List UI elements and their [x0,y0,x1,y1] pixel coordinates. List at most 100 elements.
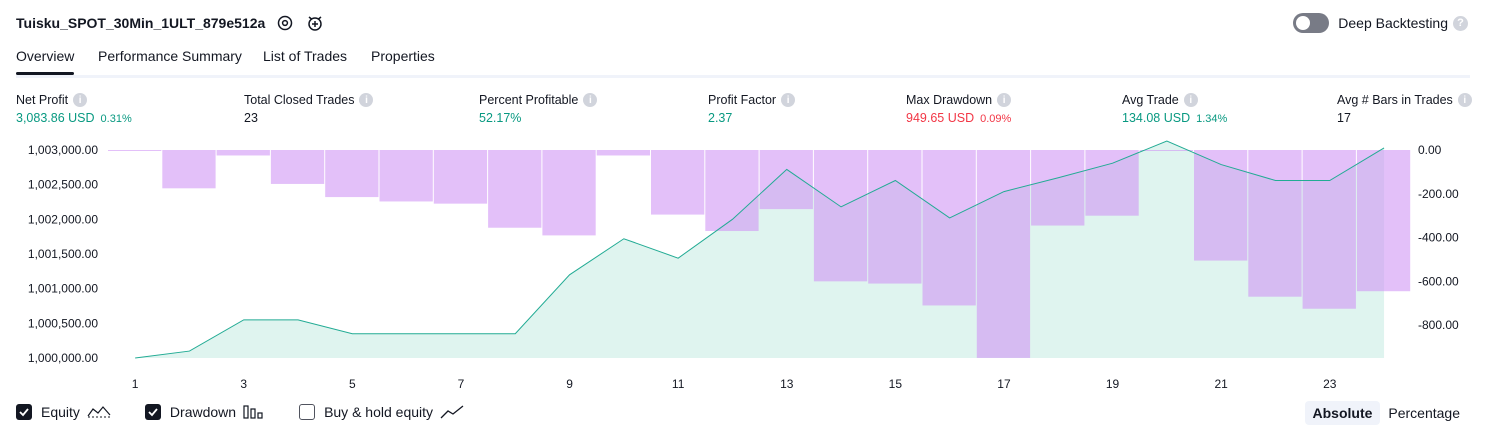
drawdown-bars-icon [243,404,265,420]
absolute-button[interactable]: Absolute [1304,401,1381,425]
legend-drawdown[interactable]: Drawdown [144,404,265,420]
drawdown-checkbox[interactable] [144,404,161,420]
drawdown-bar [542,150,596,236]
strategy-title: Tuisku_SPOT_30Min_1ULT_879e512a [16,15,266,31]
buyhold-line-icon [440,404,464,420]
left-axis-tick-label: 1,000,500.00 [28,316,98,330]
chart-legend: Equity Drawdown Buy & hold equity [16,404,498,420]
drawdown-bar [759,150,813,210]
drawdown-bar [108,150,162,151]
info-icon[interactable]: i [359,93,374,107]
deep-backtesting-control: Deep Backtesting ? [1293,13,1468,33]
right-axis-tick-label: -400.00 [1418,231,1459,245]
drawdown-bar [922,150,976,306]
drawdown-bar [813,150,868,282]
deep-backtesting-label: Deep Backtesting [1338,15,1448,31]
x-axis-tick-label: 15 [889,377,903,391]
metric-percent: 1.34% [1196,113,1228,125]
left-axis-tick-label: 1,001,500.00 [28,247,98,261]
metric-label: Max Drawdown [906,93,993,107]
x-axis-tick-label: 17 [997,377,1011,391]
x-axis-tick-label: 5 [349,377,356,391]
legend-equity[interactable]: Equity [16,404,111,420]
left-axis-tick-label: 1,001,000.00 [28,282,98,296]
drawdown-bar [488,150,542,228]
metric-total-closed-trades: Total Closed Trades i 23 [244,93,374,125]
metric-profit-factor: Profit Factor i 2.37 [708,93,796,125]
right-axis-tick-label: -600.00 [1418,274,1459,288]
drawdown-bar [1248,150,1302,297]
info-icon[interactable]: i [583,93,598,107]
metric-avg-trade: Avg Trade i 134.08 USD 1.34% [1122,93,1227,125]
equity-drawdown-chart: 1,003,000.00 1,002,500.00 1,002,000.00 1,00… [28,140,1459,391]
equity-line-icon [87,404,111,420]
drawdown-bar [1085,150,1139,216]
metric-max-drawdown: Max Drawdown i 949.65 USD 0.09% [906,93,1011,125]
drawdown-bar [976,150,1031,358]
x-axis-tick-label: 9 [566,377,573,391]
tab-performance-summary[interactable]: Performance Summary [98,48,242,64]
info-icon[interactable]: i [73,93,88,107]
deep-backtesting-toggle[interactable] [1293,13,1330,33]
legend-buy-hold-equity[interactable]: Buy & hold equity [299,404,464,420]
drawdown-bar [325,150,379,198]
drawdown-bar [1302,150,1356,309]
view-mode-toggle: Absolute Percentage [1304,401,1469,425]
metric-value: 23 [244,111,258,125]
metric-value: 134.08 USD [1122,111,1191,125]
metric-percent: 0.31% [100,113,132,125]
drawdown-bar [596,150,650,156]
metric-percent-profitable: Percent Profitable i 52.17% [479,93,598,125]
metric-value: 949.65 USD [906,111,975,125]
info-icon[interactable]: i [781,93,796,107]
drawdown-bar [705,150,759,232]
left-axis-tick-label: 1,000,000.00 [28,351,98,365]
info-icon[interactable]: i [997,93,1012,107]
right-axis-tick-label: -200.00 [1418,187,1459,201]
metric-percent: 0.09% [980,113,1012,125]
drawdown-bar [216,150,270,156]
equity-line [135,140,1385,359]
tab-list-of-trades[interactable]: List of Trades [263,48,348,64]
metric-label: Net Profit [16,93,69,107]
tab-overview[interactable]: Overview [16,48,75,75]
x-axis-tick-label: 19 [1106,377,1120,391]
info-icon[interactable]: i [1183,93,1198,107]
left-axis-tick-label: 1,002,500.00 [28,178,98,192]
x-axis-tick-label: 1 [132,377,139,391]
metric-label: Avg # Bars in Trades [1337,93,1453,107]
metric-value: 17 [1337,111,1351,125]
drawdown-bar [1139,150,1193,151]
legend-label: Drawdown [169,404,237,420]
metric-label: Profit Factor [708,93,777,107]
buy-hold-checkbox[interactable] [299,404,316,420]
x-axis-tick-label: 3 [240,377,247,391]
metric-value: 3,083.86 USD [16,111,95,125]
strategy-header: Tuisku_SPOT_30Min_1ULT_879e512a [16,13,325,33]
drawdown-bar [651,150,705,215]
x-axis-tick-label: 21 [1214,377,1228,391]
metric-label: Avg Trade [1122,93,1179,107]
drawdown-bar [379,150,433,202]
right-axis-tick-label: 0.00 [1418,143,1442,157]
metric-avg-bars-in-trades: Avg # Bars in Trades i 17 [1337,93,1472,125]
drawdown-bar [868,150,922,284]
drawdown-bar [1031,150,1085,226]
tab-properties[interactable]: Properties [371,48,435,64]
metric-value: 2.37 [708,111,733,125]
help-icon[interactable]: ? [1453,15,1468,31]
left-axis-tick-label: 1,003,000.00 [28,143,98,157]
drawdown-bar [162,150,216,189]
x-axis-tick-label: 7 [458,377,465,391]
add-alert-icon[interactable] [305,13,325,33]
drawdown-bar [270,150,325,184]
drawdown-bar [1194,150,1248,261]
info-icon[interactable]: i [1457,93,1472,107]
percentage-button[interactable]: Percentage [1388,405,1460,421]
legend-label: Buy & hold equity [324,404,434,420]
equity-checkbox[interactable] [16,404,32,420]
x-axis-tick-label: 23 [1323,377,1337,391]
metric-net-profit: Net Profit i 3,083.86 USD 0.31% [16,93,132,125]
settings-icon[interactable] [275,13,295,33]
toggle-knob [1296,16,1311,30]
